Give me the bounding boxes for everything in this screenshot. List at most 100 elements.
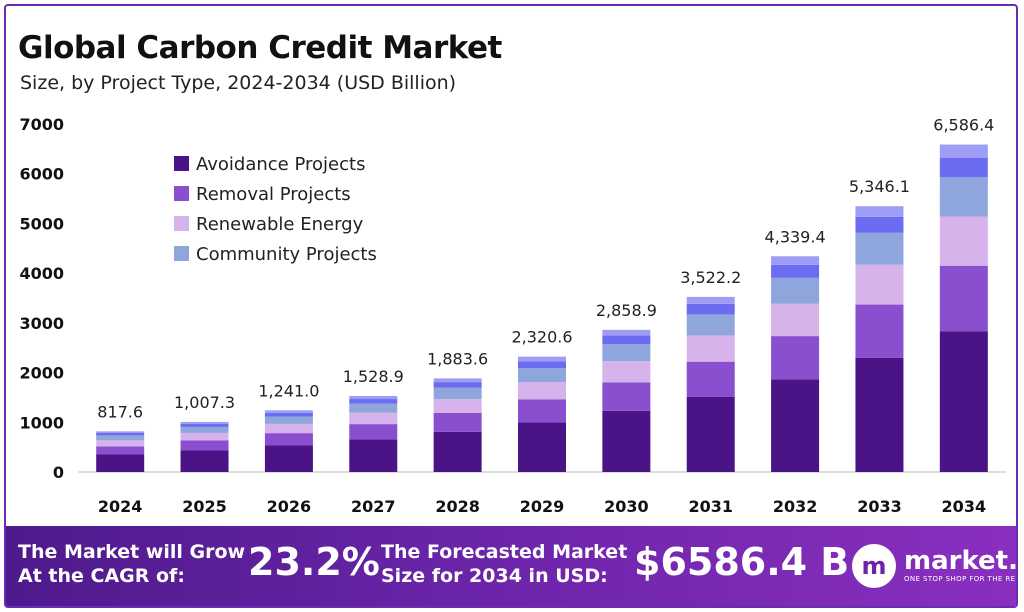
bar-segment	[518, 399, 566, 423]
bar-segment	[686, 361, 735, 397]
bar-total-label: 2,320.6	[511, 328, 572, 347]
bar-segment	[939, 157, 988, 178]
bar-total-label: 6,586.4	[933, 116, 994, 135]
bar-segment	[180, 421, 229, 424]
bar-segment	[686, 303, 735, 315]
legend-swatch	[174, 186, 189, 201]
bar-segment	[264, 445, 313, 472]
bar-total-label: 4,339.4	[765, 227, 826, 246]
bar-segment	[264, 412, 313, 417]
bar-segment	[433, 378, 482, 383]
x-tick-label: 2032	[773, 497, 818, 516]
logo-wordmark: market.us ONE STOP SHOP FOR THE REPORTS	[904, 546, 1018, 584]
x-tick-label: 2033	[857, 497, 902, 516]
bar-segment	[264, 433, 313, 446]
logo-tagline: ONE STOP SHOP FOR THE REPORTS	[904, 575, 1016, 583]
bar-segment	[349, 403, 398, 413]
forecast-label-line2: Size for 2034 in USD:	[381, 565, 608, 587]
bar-segment	[349, 395, 398, 400]
x-tick-label: 2031	[688, 497, 733, 516]
bar-segment	[771, 256, 820, 265]
bar-segment	[602, 335, 651, 345]
bar-segment	[433, 413, 482, 432]
logo-name: market.us	[904, 546, 1018, 576]
bar-segment	[602, 344, 651, 362]
x-tick-label: 2026	[267, 497, 312, 516]
bar-segment	[602, 329, 651, 336]
cagr-label-line1: The Market will Grow	[18, 541, 246, 563]
bar-segment	[96, 432, 145, 436]
chart-frame: Global Carbon Credit Market Size, by Pro…	[4, 4, 1018, 608]
bar-segment	[939, 216, 988, 266]
cagr-label-line2: At the CAGR of:	[18, 565, 185, 587]
bar-total-label: 2,858.9	[596, 301, 657, 320]
bar-segment	[518, 368, 566, 383]
x-tick-label: 2025	[182, 497, 227, 516]
bar-segment	[855, 264, 904, 305]
bar-segment	[855, 232, 904, 265]
cagr-label: The Market will Grow At the CAGR of:	[18, 540, 245, 588]
bar-segment	[518, 361, 566, 369]
bar-segment	[939, 177, 988, 217]
x-tick-label: 2027	[351, 497, 396, 516]
legend-label: Avoidance Projects	[196, 154, 365, 175]
bar-segment	[771, 336, 820, 380]
x-tick-label: 2034	[942, 497, 987, 516]
bar-segment	[264, 423, 313, 434]
stacked-bar-chart: 0 1000 2000 3000 4000 5000 6000 7000 817.6 2024 1,…	[19, 115, 1006, 516]
cagr-value: 23.2%	[248, 540, 380, 584]
bar-segment	[855, 357, 904, 472]
bar-segment	[686, 396, 735, 472]
bar-total-label: 3,522.2	[680, 268, 741, 287]
forecast-label-line1: The Forecasted Market	[381, 541, 628, 563]
y-tick-label: 0	[53, 463, 64, 482]
bar-segment	[939, 265, 988, 332]
forecast-value: $6586.4 B	[634, 540, 850, 584]
bar-segment	[686, 296, 735, 304]
x-tick-label: 2028	[435, 497, 480, 516]
bar-segment	[96, 435, 145, 441]
legend-swatch	[174, 246, 189, 261]
bar-segment	[602, 410, 651, 472]
bar-segment	[264, 416, 313, 424]
bar-segment	[518, 382, 566, 400]
bar-segment	[180, 426, 229, 433]
bar-segment	[939, 144, 988, 158]
bar-segment	[518, 356, 566, 362]
bar-segment	[602, 382, 651, 411]
bar-segment	[96, 446, 145, 455]
bar-segment	[433, 431, 482, 472]
legend-label: Renewable Energy	[196, 214, 364, 235]
legend-label: Community Projects	[196, 244, 377, 265]
bar-segment	[96, 454, 145, 472]
bar-segment	[349, 399, 398, 404]
summary-banner: The Market will Grow At the CAGR of: 23.…	[6, 526, 1018, 606]
x-tick-label: 2024	[98, 497, 143, 516]
x-tick-label: 2029	[520, 497, 565, 516]
bar-segment	[771, 379, 820, 472]
bar-segment	[180, 440, 229, 451]
y-tick-label: 1000	[19, 413, 64, 432]
bar-segment	[180, 432, 229, 441]
bar-segment	[264, 410, 313, 413]
bar-segment	[180, 423, 229, 427]
x-tick-label: 2030	[604, 497, 649, 516]
bar-total-label: 1,241.0	[258, 381, 319, 400]
legend-swatch	[174, 156, 189, 171]
legend-swatch	[174, 216, 189, 231]
bar-total-label: 1,528.9	[343, 367, 404, 386]
bar-segment	[433, 398, 482, 414]
bar-total-label: 817.6	[97, 402, 143, 421]
bar-segment	[433, 387, 482, 399]
market-us-logo: m market.us ONE STOP SHOP FOR THE REPORT…	[852, 544, 1018, 588]
bar-segment	[855, 206, 904, 217]
bar-segment	[96, 440, 145, 447]
bar-segment	[855, 216, 904, 233]
bar-segment	[180, 450, 229, 472]
bar-segment	[771, 264, 820, 278]
bar-segment	[518, 422, 566, 472]
forecast-label: The Forecasted Market Size for 2034 in U…	[381, 540, 627, 588]
bar-segment	[855, 304, 904, 358]
bar-segment	[349, 439, 398, 472]
bar-segment	[349, 412, 398, 425]
